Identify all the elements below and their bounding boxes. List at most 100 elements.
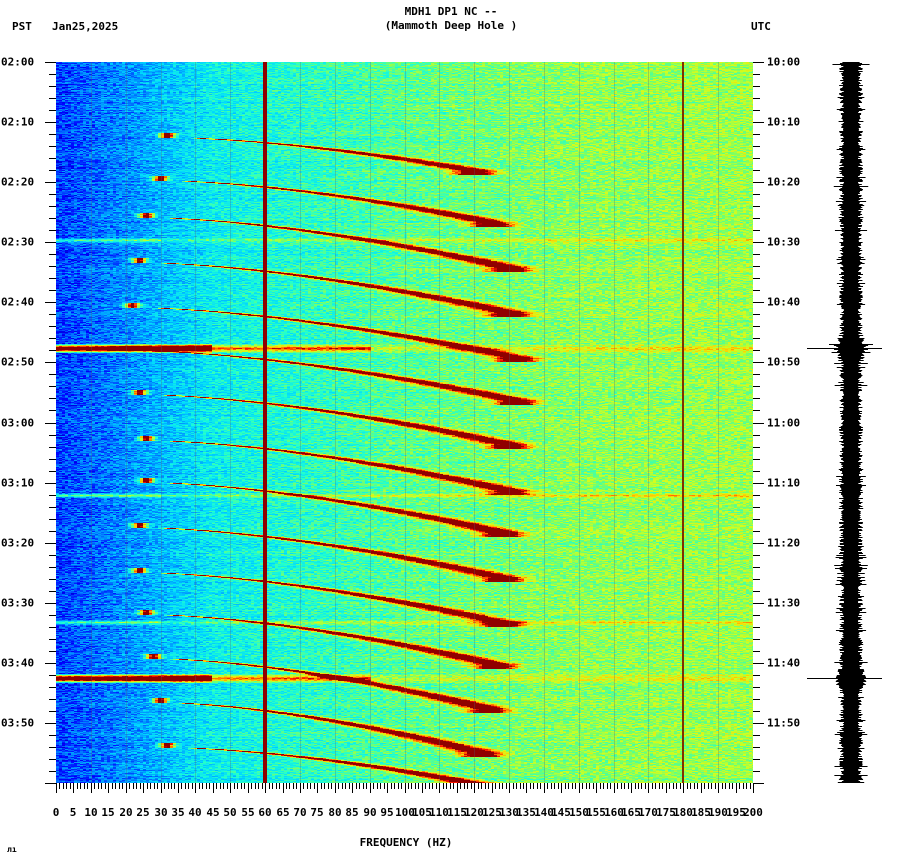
time-right-minor-tick xyxy=(753,110,760,111)
frequency-minor-tick xyxy=(603,783,604,789)
frequency-minor-tick xyxy=(453,783,454,789)
frequency-minor-tick xyxy=(533,783,534,789)
frequency-minor-tick xyxy=(87,783,88,789)
frequency-minor-tick xyxy=(314,783,315,789)
frequency-minor-tick xyxy=(251,783,252,789)
frequency-minor-tick xyxy=(349,783,350,789)
frequency-minor-tick xyxy=(363,783,364,789)
frequency-major-tick xyxy=(422,783,423,793)
frequency-minor-tick xyxy=(600,783,601,789)
frequency-minor-tick xyxy=(119,783,120,789)
frequency-major-tick xyxy=(126,783,127,793)
frequency-minor-tick xyxy=(237,783,238,789)
time-right-tick-label: 10:10 xyxy=(767,115,801,129)
time-right-tick-label: 11:00 xyxy=(767,416,801,430)
time-right-tick-label: 10:30 xyxy=(767,235,801,249)
frequency-minor-tick xyxy=(488,783,489,789)
time-right-minor-tick xyxy=(753,98,760,99)
time-right-tick-label: 11:40 xyxy=(767,656,801,670)
frequency-minor-tick xyxy=(460,783,461,789)
time-left-tick-label: 02:50 xyxy=(1,355,35,369)
frequency-minor-tick xyxy=(303,783,304,789)
time-left-minor-tick xyxy=(49,146,56,147)
time-right-major-tick xyxy=(753,62,764,63)
time-right-minor-tick xyxy=(753,747,760,748)
frequency-minor-tick xyxy=(136,783,137,789)
frequency-minor-tick xyxy=(380,783,381,789)
frequency-minor-tick xyxy=(506,783,507,789)
frequency-minor-tick xyxy=(628,783,629,789)
frequency-tick-label: 65 xyxy=(276,806,290,819)
frequency-major-tick xyxy=(178,783,179,793)
time-left-tick-label: 03:20 xyxy=(1,536,35,550)
frequency-minor-tick xyxy=(711,783,712,789)
time-left-major-tick xyxy=(45,122,56,123)
frequency-minor-tick xyxy=(690,783,691,789)
time-left-minor-tick xyxy=(49,447,56,448)
frequency-minor-tick xyxy=(568,783,569,789)
frequency-minor-tick xyxy=(328,783,329,789)
frequency-minor-tick xyxy=(366,783,367,789)
time-right-minor-tick xyxy=(753,134,760,135)
frequency-minor-tick xyxy=(429,783,430,789)
time-right-tick-label: 11:20 xyxy=(767,536,801,550)
spectrogram-plot[interactable] xyxy=(56,62,753,783)
frequency-tick-label: 150 xyxy=(569,806,589,819)
frequency-minor-tick xyxy=(384,783,385,789)
time-left-major-tick xyxy=(45,182,56,183)
time-right-minor-tick xyxy=(753,735,760,736)
frequency-major-tick xyxy=(143,783,144,793)
time-left-minor-tick xyxy=(49,110,56,111)
frequency-minor-tick xyxy=(401,783,402,789)
frequency-tick-label: 165 xyxy=(621,806,641,819)
frequency-minor-tick xyxy=(112,783,113,789)
time-left-minor-tick xyxy=(49,687,56,688)
frequency-major-tick xyxy=(387,783,388,793)
time-right-minor-tick xyxy=(753,206,760,207)
frequency-minor-tick xyxy=(582,783,583,789)
frequency-minor-tick xyxy=(523,783,524,789)
time-left-minor-tick xyxy=(49,639,56,640)
time-right-minor-tick xyxy=(753,771,760,772)
frequency-minor-tick xyxy=(485,783,486,789)
seismogram-trace-panel[interactable] xyxy=(807,62,882,783)
frequency-minor-tick xyxy=(394,783,395,789)
time-right-minor-tick xyxy=(753,410,760,411)
frequency-minor-tick xyxy=(662,783,663,789)
frequency-minor-tick xyxy=(310,783,311,789)
time-right-tick-label: 10:40 xyxy=(767,295,801,309)
frequency-major-tick xyxy=(73,783,74,793)
time-right-tick-label: 11:50 xyxy=(767,716,801,730)
time-left-tick-label: 03:00 xyxy=(1,416,35,430)
frequency-minor-tick xyxy=(638,783,639,789)
frequency-major-tick xyxy=(335,783,336,793)
time-left-minor-tick xyxy=(49,374,56,375)
frequency-minor-tick xyxy=(554,783,555,789)
frequency-tick-label: 110 xyxy=(429,806,449,819)
frequency-minor-tick xyxy=(530,783,531,789)
time-right-tick-label: 10:20 xyxy=(767,175,801,189)
frequency-minor-tick xyxy=(293,783,294,789)
frequency-tick-label: 135 xyxy=(516,806,536,819)
frequency-minor-tick xyxy=(398,783,399,789)
time-right-major-tick xyxy=(753,362,764,363)
time-left-major-tick xyxy=(45,543,56,544)
time-right-minor-tick xyxy=(753,230,760,231)
time-right-major-tick xyxy=(753,302,764,303)
time-left-minor-tick xyxy=(49,218,56,219)
frequency-major-tick xyxy=(492,783,493,793)
frequency-tick-label: 170 xyxy=(638,806,658,819)
frequency-minor-tick xyxy=(687,783,688,789)
frequency-minor-tick xyxy=(481,783,482,789)
frequency-minor-tick xyxy=(115,783,116,789)
frequency-minor-tick xyxy=(307,783,308,789)
frequency-minor-tick xyxy=(513,783,514,789)
frequency-tick-label: 190 xyxy=(708,806,728,819)
frequency-minor-tick xyxy=(443,783,444,789)
time-left-major-tick xyxy=(45,603,56,604)
time-left-minor-tick xyxy=(49,651,56,652)
time-left-minor-tick xyxy=(49,158,56,159)
frequency-minor-tick xyxy=(499,783,500,789)
frequency-tick-label: 0 xyxy=(52,806,60,819)
station-code-title: MDH1 DP1 NC -- xyxy=(404,5,498,18)
